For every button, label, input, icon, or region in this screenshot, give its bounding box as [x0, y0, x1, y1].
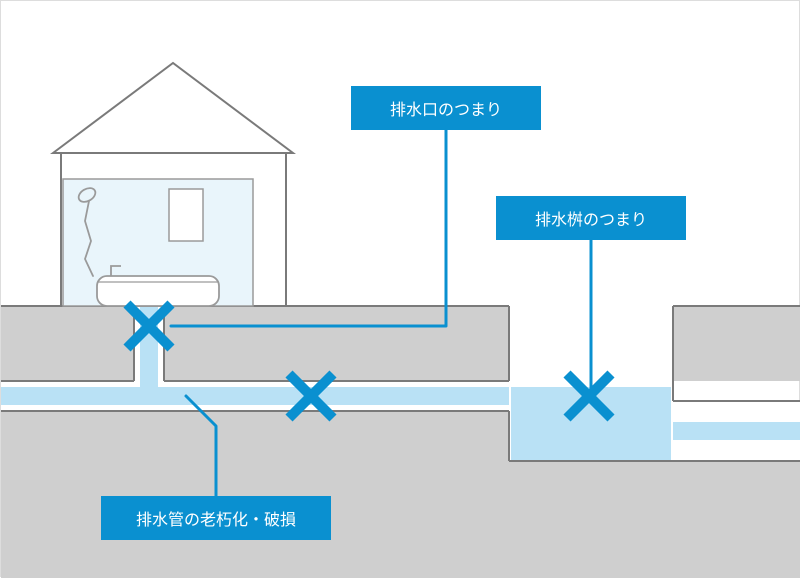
label-pipe-damage: 排水管の老朽化・破損	[101, 496, 331, 540]
label-manhole-clog: 排水桝のつまり	[496, 196, 686, 240]
label-drain-clog: 排水口のつまり	[351, 86, 541, 130]
drainage-diagram: 排水口のつまり 排水桝のつまり 排水管の老朽化・破損	[0, 0, 800, 577]
